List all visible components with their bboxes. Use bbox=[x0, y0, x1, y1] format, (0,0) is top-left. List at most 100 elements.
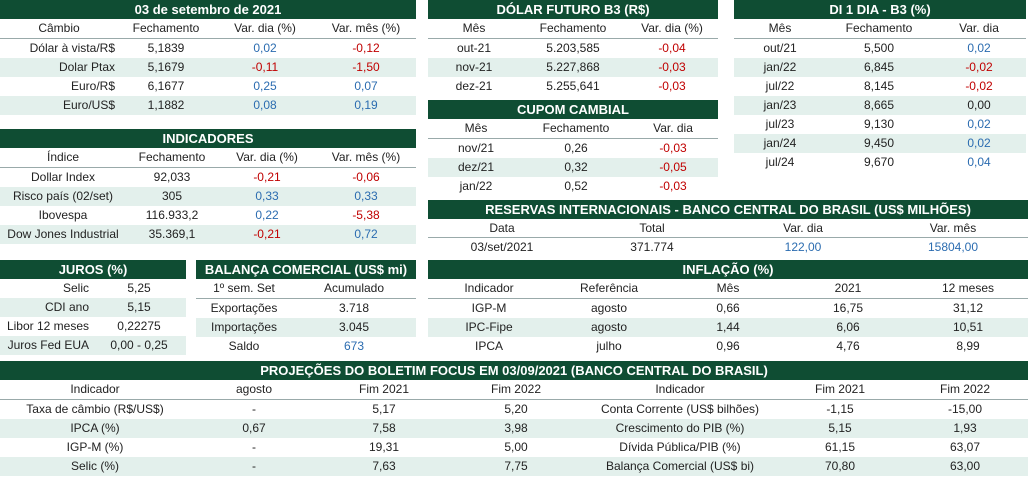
table-row: out-21 5.203,585 -0,04 bbox=[428, 39, 718, 59]
value-cell: -0,06 bbox=[352, 170, 380, 184]
value-cell: agosto bbox=[550, 318, 668, 337]
cupom-title: CUPOM CAMBIAL bbox=[428, 100, 718, 119]
column-header: Var. dia bbox=[728, 219, 878, 238]
table-row: jul/22 8,145 -0,02 bbox=[734, 77, 1026, 96]
value-cell: 92,033 bbox=[153, 170, 191, 184]
value-cell: 6,06 bbox=[788, 318, 908, 337]
inflacao-panel: INFLAÇÃO (%) Indicador Referência Mês 20… bbox=[428, 260, 1028, 356]
row-label: Saldo bbox=[228, 339, 260, 353]
dolar-futuro-header-row: Mês Fechamento Var. dia (%) bbox=[428, 19, 718, 39]
value-cell: 61,15 bbox=[824, 440, 856, 454]
column-header: agosto bbox=[190, 380, 318, 400]
dolar-futuro-panel: DÓLAR FUTURO B3 (R$) Mês Fechamento Var.… bbox=[428, 0, 718, 96]
value-cell: 9,670 bbox=[863, 155, 895, 169]
row-label: 03/set/2021 bbox=[470, 240, 534, 254]
row-label: IPCA (%) bbox=[0, 419, 190, 438]
table-row: IPC-Fipe agosto 1,44 6,06 10,51 bbox=[428, 318, 1028, 337]
balanca-header-row: 1º sem. Set Acumulado bbox=[196, 279, 416, 299]
value-cell: -0,04 bbox=[658, 41, 686, 55]
di1-title: DI 1 DIA - B3 (%) bbox=[734, 0, 1026, 19]
column-header: Mês bbox=[734, 19, 826, 39]
value-cell: 6,845 bbox=[826, 58, 932, 77]
value-cell: 7,63 bbox=[318, 457, 450, 476]
table-row: IGP-M (%) - 19,31 5,00 Dívida Pública/PI… bbox=[0, 438, 1028, 457]
row-label: Conta Corrente (US$ bilhões) bbox=[600, 402, 760, 416]
value-cell: 0,96 bbox=[716, 339, 740, 353]
column-header: Var. dia bbox=[628, 119, 718, 139]
table-row: Selic (%) - 7,63 7,75 Balança Comercial … bbox=[0, 457, 1028, 476]
cupom-table: Mês Fechamento Var. dia nov/21 0,26 -0,0… bbox=[428, 119, 718, 196]
table-row: jan/23 8,665 0,00 bbox=[734, 96, 1026, 115]
value-cell: 0,02 bbox=[967, 117, 991, 131]
column-header: Var. dia (%) bbox=[218, 148, 316, 168]
inflacao-title: INFLAÇÃO (%) bbox=[428, 260, 1028, 279]
column-header: Var. mês (%) bbox=[316, 19, 416, 39]
column-header: Referência bbox=[550, 279, 668, 299]
row-label: out/21 bbox=[763, 41, 797, 55]
column-header: Mês bbox=[428, 19, 520, 39]
table-row: dez-21 5.255,641 -0,03 bbox=[428, 77, 718, 96]
cambio-panel: 03 de setembro de 2021 Câmbio Fechamento… bbox=[0, 0, 416, 115]
table-row: IPCA (%) 0,67 7,58 3,98 Crescimento do P… bbox=[0, 419, 1028, 438]
value-cell: 0,25 bbox=[253, 79, 277, 93]
table-row: Euro/US$ 1,1882 0,08 0,19 bbox=[0, 96, 416, 115]
row-label: IPCA bbox=[474, 339, 503, 353]
value-cell: 70,80 bbox=[778, 457, 902, 476]
value-cell: 9,130 bbox=[863, 117, 895, 131]
value-cell: -1,15 bbox=[826, 402, 854, 416]
column-header: Fim 2022 bbox=[450, 380, 582, 400]
table-row: Exportações 3.718 bbox=[196, 299, 416, 319]
column-header: Fechamento bbox=[826, 19, 932, 39]
row-label: Dow Jones Industrial bbox=[0, 225, 126, 244]
row-label: Exportações bbox=[210, 301, 278, 315]
column-header: Var. dia bbox=[932, 19, 1026, 39]
table-row: nov/21 0,26 -0,03 bbox=[428, 139, 718, 159]
value-cell: 19,31 bbox=[368, 440, 400, 454]
table-row: Taxa de câmbio (R$/US$) - 5,17 5,20 Cont… bbox=[0, 400, 1028, 420]
value-cell: - bbox=[252, 440, 256, 454]
reservas-panel: RESERVAS INTERNACIONAIS - BANCO CENTRAL … bbox=[428, 200, 1028, 256]
value-cell: 116.933,2 bbox=[145, 208, 199, 222]
value-cell: 0,67 bbox=[190, 419, 318, 438]
value-cell: 122,00 bbox=[784, 240, 822, 254]
table-row: Importações 3.045 bbox=[196, 318, 416, 337]
value-cell: 5,17 bbox=[372, 402, 396, 416]
balanca-panel: BALANÇA COMERCIAL (US$ mi) 1º sem. Set A… bbox=[196, 260, 416, 356]
column-header: Data bbox=[428, 219, 576, 238]
row-label: dez-21 bbox=[455, 79, 493, 93]
value-cell: 0,00 bbox=[932, 96, 1026, 115]
table-row: Libor 12 meses 0,22275 bbox=[0, 317, 186, 336]
table-row: Dolar Ptax 5,1679 -0,11 -1,50 bbox=[0, 58, 416, 77]
row-label: IGP-M bbox=[471, 301, 507, 315]
column-header: Fim 2022 bbox=[902, 380, 1028, 400]
indicadores-table: Índice Fechamento Var. dia (%) Var. mês … bbox=[0, 148, 416, 244]
table-row: Euro/R$ 6,1677 0,25 0,07 bbox=[0, 77, 416, 96]
value-cell: -1,50 bbox=[316, 58, 416, 77]
juros-table: Selic 5,25 CDI ano 5,15 Libor 12 meses 0… bbox=[0, 279, 186, 355]
table-row: IPCA julho 0,96 4,76 8,99 bbox=[428, 337, 1028, 356]
table-row: out/21 5,500 0,02 bbox=[734, 39, 1026, 59]
table-row: Saldo 673 bbox=[196, 337, 416, 356]
value-cell: 7,58 bbox=[318, 419, 450, 438]
value-cell: 5,1839 bbox=[147, 41, 185, 55]
column-header: Índice bbox=[0, 148, 126, 168]
row-label: Dollar Index bbox=[30, 170, 96, 184]
value-cell: 0,00 - 0,25 bbox=[92, 336, 186, 355]
value-cell: -0,11 bbox=[214, 58, 316, 77]
dolar-futuro-title: DÓLAR FUTURO B3 (R$) bbox=[428, 0, 718, 19]
value-cell: -5,38 bbox=[352, 208, 380, 222]
value-cell: 0,22275 bbox=[117, 319, 161, 333]
value-cell: 0,26 bbox=[564, 141, 588, 155]
column-header: Fechamento bbox=[118, 19, 214, 39]
row-label: jan/24 bbox=[734, 134, 826, 153]
table-row: nov-21 5.227,868 -0,03 bbox=[428, 58, 718, 77]
value-cell: 31,12 bbox=[952, 301, 984, 315]
value-cell: 35.369,1 bbox=[126, 225, 218, 244]
row-label: Taxa de câmbio (R$/US$) bbox=[26, 402, 164, 416]
table-row: jan/22 0,52 -0,03 bbox=[428, 177, 718, 196]
column-header: Fechamento bbox=[126, 148, 218, 168]
row-label: nov/21 bbox=[457, 141, 495, 155]
value-cell: julho bbox=[596, 339, 622, 353]
focus-panel: PROJEÇÕES DO BOLETIM FOCUS EM 03/09/2021… bbox=[0, 361, 1028, 476]
value-cell: 5,500 bbox=[863, 41, 895, 55]
